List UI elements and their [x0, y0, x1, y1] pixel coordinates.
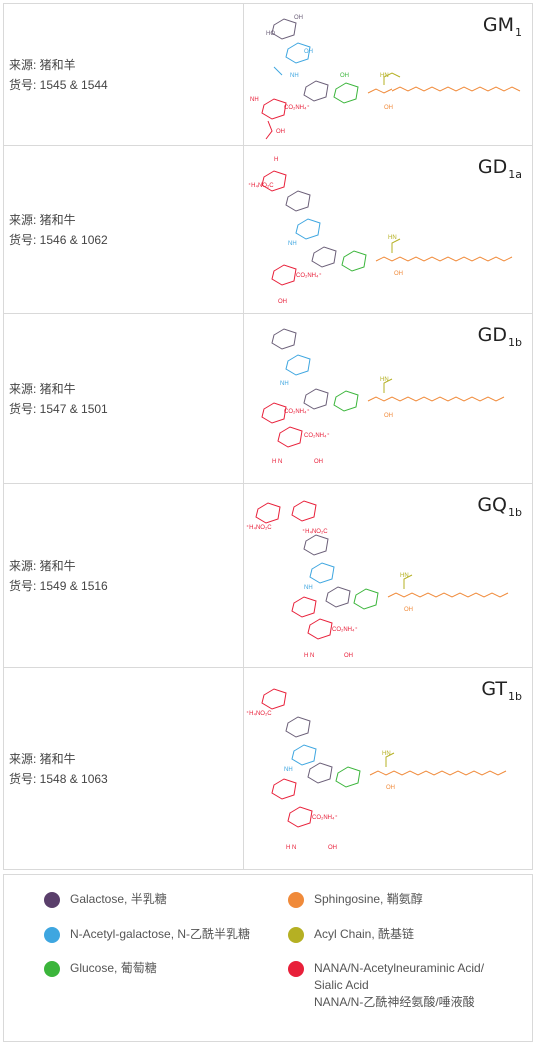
legend-label-line2: Sialic Acid: [314, 978, 369, 992]
svg-text:HN: HN: [400, 573, 409, 579]
svg-text:HO: HO: [266, 31, 275, 37]
info-cell: 来源: 猪和牛 货号: 1549 & 1516: [3, 483, 244, 668]
svg-text:CO₂NH₄⁺: CO₂NH₄⁺: [332, 626, 358, 633]
structure-diagram: OH HO OH NH CO₂NH₄⁺ NH: [250, 15, 521, 139]
svg-text:CO₂NH₄⁺: CO₂NH₄⁺: [296, 272, 322, 279]
svg-text:NH: NH: [290, 73, 299, 79]
sphingosine-dot: [288, 892, 304, 908]
structure-diagram: ⁺H₄NO₂C NH CO₂NH₄⁺: [246, 687, 507, 851]
info-cell: 来源: 猪和牛 货号: 1546 & 1062: [3, 145, 244, 314]
structure-cell: GD1b NH CO₂NH₄⁺: [243, 313, 533, 484]
svg-text:OH: OH: [278, 299, 287, 305]
ganglioside-name: GT1b: [481, 678, 522, 703]
svg-text:OH: OH: [304, 49, 313, 55]
table-row: 来源: 猪和牛 货号: 1549 & 1516 GQ1b ⁺H₄NO₂C ⁺H₄…: [3, 483, 533, 668]
svg-text:NH: NH: [284, 767, 293, 773]
legend-label: NANA/N-Acetylneuraminic Acid/: [314, 961, 485, 975]
svg-text:NH: NH: [250, 97, 259, 103]
table-row: 来源: 猪和牛 货号: 1547 & 1501 GD1b NH: [3, 313, 533, 484]
svg-text:NH: NH: [304, 585, 313, 591]
structure-cell: GQ1b ⁺H₄NO₂C ⁺H₄NO₂C NH: [243, 483, 533, 668]
legend-label: Acyl Chain, 酰基链: [314, 927, 415, 941]
info-cell: 来源: 猪和羊 货号: 1545 & 1544: [3, 3, 244, 146]
legend-label: Glucose, 葡萄糖: [70, 961, 157, 975]
svg-text:OH: OH: [344, 653, 353, 659]
svg-text:NH: NH: [280, 381, 289, 387]
svg-text:OH: OH: [384, 105, 393, 111]
source-text: 来源: 猪和牛: [9, 212, 76, 227]
svg-text:CO₂NH₄⁺: CO₂NH₄⁺: [284, 408, 310, 415]
galactose-dot: [44, 892, 60, 908]
legend-label-line3: NANA/N-乙酰神经氨酸/唾液酸: [314, 995, 475, 1009]
table-row: 来源: 猪和牛 货号: 1548 & 1063 GT1b ⁺H₄NO₂C NH: [3, 667, 533, 870]
svg-text:NH: NH: [288, 241, 297, 247]
svg-text:CO₂NH₄⁺: CO₂NH₄⁺: [284, 104, 310, 111]
svg-text:HN: HN: [380, 377, 389, 383]
ganglioside-name: GQ1b: [477, 494, 522, 519]
catalog-text: 货号: 1545 & 1544: [9, 77, 108, 92]
info-cell: 来源: 猪和牛 货号: 1547 & 1501: [3, 313, 244, 484]
structure-cell: GD1a ⁺H₄NO₂C H NH: [243, 145, 533, 314]
svg-text:H N: H N: [304, 653, 314, 659]
svg-text:CO₂NH₄⁺: CO₂NH₄⁺: [304, 432, 330, 439]
svg-text:OH: OH: [394, 271, 403, 277]
source-text: 来源: 猪和羊: [9, 57, 76, 72]
legend-label: N-Acetyl-galactose, N-乙酰半乳糖: [70, 927, 251, 941]
svg-text:H N: H N: [286, 845, 296, 851]
structure-diagram: ⁺H₄NO₂C ⁺H₄NO₂C NH: [246, 499, 509, 659]
acyl-dot: [288, 927, 304, 943]
nana-dot: [288, 961, 304, 977]
glucose-dot: [44, 961, 60, 977]
svg-text:⁺H₄NO₂C: ⁺H₄NO₂C: [248, 182, 274, 189]
svg-text:OH: OH: [386, 785, 395, 791]
svg-text:OH: OH: [340, 73, 349, 79]
legend-label: Galactose, 半乳糖: [70, 892, 167, 906]
info-cell: 来源: 猪和牛 货号: 1548 & 1063: [3, 667, 244, 870]
svg-text:HN: HN: [382, 751, 391, 757]
ganglioside-name: GM1: [482, 14, 522, 39]
source-text: 来源: 猪和牛: [9, 558, 76, 573]
ganglioside-name: GD1b: [477, 324, 522, 349]
ganglioside-table: 来源: 猪和羊 货号: 1545 & 1544 GM1 OH HO OH: [3, 3, 533, 870]
svg-text:HN: HN: [380, 73, 389, 79]
source-text: 来源: 猪和牛: [9, 751, 76, 766]
svg-text:H: H: [274, 157, 278, 163]
structure-diagram: ⁺H₄NO₂C H NH CO₂NH₄⁺: [248, 157, 513, 305]
table-row: 来源: 猪和牛 货号: 1546 & 1062 GD1a ⁺H₄NO₂C H: [3, 145, 533, 314]
svg-text:OH: OH: [384, 413, 393, 419]
structure-diagram: NH CO₂NH₄⁺ CO₂NH₄⁺ H N OH: [261, 327, 505, 465]
ganglioside-name: GD1a: [477, 156, 522, 181]
color-legend: Galactose, 半乳糖 Sphingosine, 鞘氨醇 N-Acetyl…: [3, 874, 533, 1042]
legend-label: Sphingosine, 鞘氨醇: [314, 892, 423, 906]
svg-text:CO₂NH₄⁺: CO₂NH₄⁺: [312, 814, 338, 821]
svg-text:OH: OH: [404, 607, 413, 613]
svg-text:HN: HN: [388, 235, 397, 241]
svg-text:⁺H₄NO₂C: ⁺H₄NO₂C: [302, 528, 328, 535]
catalog-text: 货号: 1546 & 1062: [9, 232, 108, 247]
table-row: 来源: 猪和羊 货号: 1545 & 1544 GM1 OH HO OH: [3, 3, 533, 146]
svg-text:⁺H₄NO₂C: ⁺H₄NO₂C: [246, 710, 272, 717]
svg-text:OH: OH: [276, 129, 285, 135]
svg-text:OH: OH: [314, 459, 323, 465]
structure-cell: GM1 OH HO OH NH: [243, 3, 533, 146]
source-text: 来源: 猪和牛: [9, 381, 76, 396]
catalog-text: 货号: 1548 & 1063: [9, 771, 108, 786]
svg-text:OH: OH: [294, 15, 303, 21]
svg-text:OH: OH: [328, 845, 337, 851]
galnac-dot: [44, 927, 60, 943]
svg-text:⁺H₄NO₂C: ⁺H₄NO₂C: [246, 524, 272, 531]
catalog-text: 货号: 1547 & 1501: [9, 401, 108, 416]
catalog-text: 货号: 1549 & 1516: [9, 578, 108, 593]
structure-cell: GT1b ⁺H₄NO₂C NH: [243, 667, 533, 870]
svg-text:H N: H N: [272, 459, 282, 465]
